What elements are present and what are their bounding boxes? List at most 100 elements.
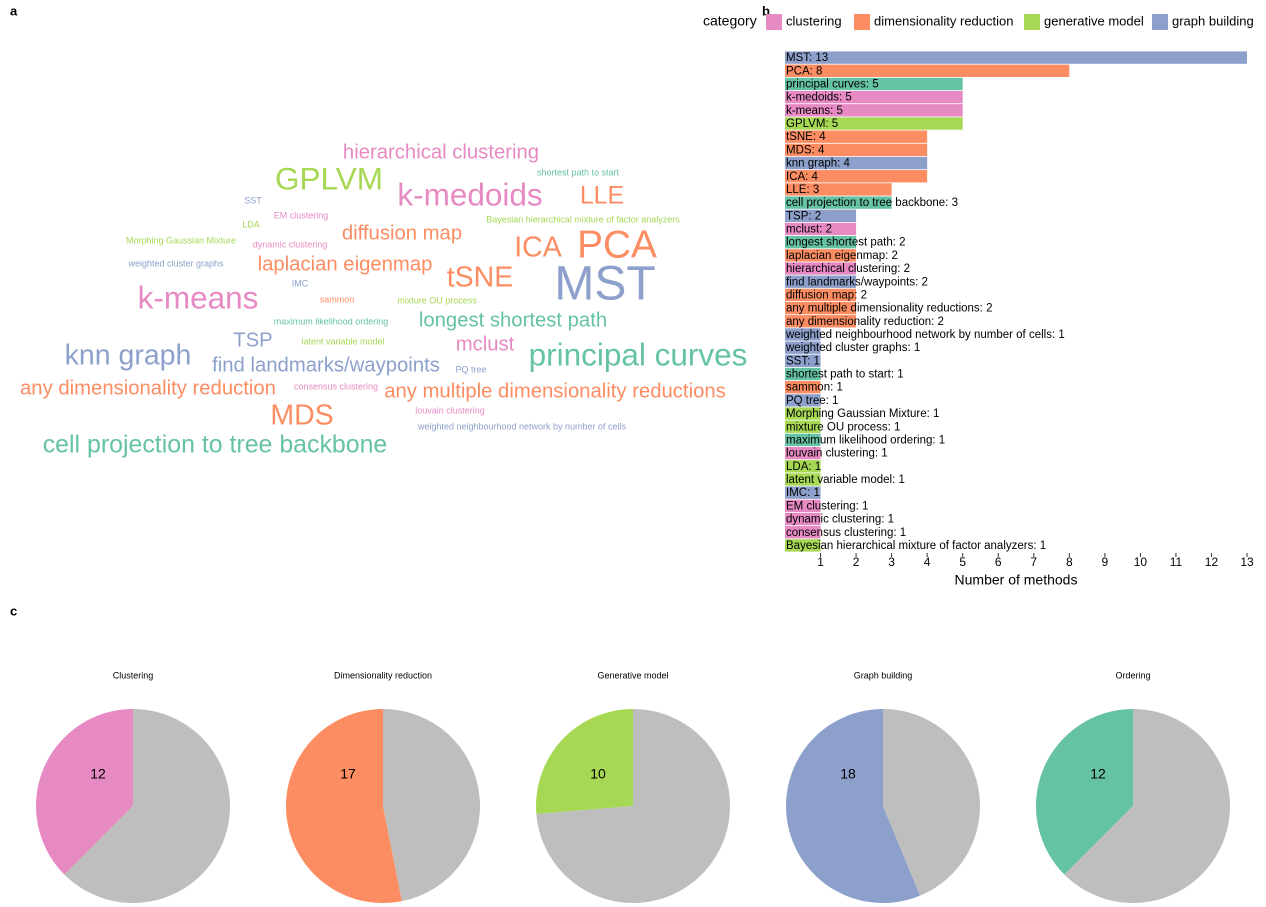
legend-label: dimensionality reduction: [874, 13, 1013, 28]
bar: [785, 249, 857, 262]
word: k-means: [138, 279, 259, 315]
bar-label: Bayesian hierarchical mixture of factor …: [786, 540, 1046, 552]
bar: [785, 170, 928, 183]
bar-label: find landmarks/waypoints: 2: [786, 276, 928, 288]
word: maximum likelihood ordering: [274, 316, 389, 326]
word: consensus clustering: [294, 381, 378, 391]
x-tick-label: 10: [1134, 555, 1148, 569]
word: MST: [554, 258, 655, 311]
bar-label: any multiple dimensionality reductions: …: [786, 303, 992, 315]
bar: [785, 526, 821, 539]
bar: [785, 341, 821, 354]
pie-slice: [35, 709, 133, 875]
bar: [785, 209, 857, 222]
bar-label: ICA: 4: [786, 171, 819, 183]
word: any multiple dimensionality reductions: [384, 380, 726, 402]
bar: [785, 183, 892, 196]
bar: [785, 275, 857, 288]
bar-label: LDA: 1: [786, 461, 821, 473]
bar: [785, 512, 821, 526]
bar: [785, 130, 928, 143]
bar-label: Morphing Gaussian Mixture: 1: [786, 408, 939, 420]
bar: [785, 90, 963, 104]
word: diffusion map: [342, 222, 462, 244]
x-tick-label: 11: [1170, 555, 1183, 569]
bar: [785, 196, 892, 209]
word: laplacian eigenmap: [258, 253, 433, 275]
word: principal curves: [529, 336, 748, 372]
bar-label: sammon: 1: [786, 382, 843, 394]
x-tick-label: 5: [959, 555, 966, 569]
word: sammon: [320, 294, 355, 304]
legend-title: category: [703, 13, 757, 29]
legend-label: clustering: [786, 13, 842, 28]
x-tick-label: 2: [853, 555, 860, 569]
bar: [785, 117, 963, 130]
bar-label: k-means: 5: [786, 105, 843, 117]
word: hierarchical clustering: [343, 141, 539, 163]
word: SST: [244, 195, 262, 205]
bar: [785, 420, 821, 433]
pie-title: Ordering: [1115, 670, 1150, 680]
word: Morphing Gaussian Mixture: [126, 235, 236, 245]
word: mixture OU process: [397, 295, 477, 305]
bar-label: longest shortest path: 2: [786, 237, 906, 249]
word: GPLVM: [275, 160, 383, 196]
word: find landmarks/waypoints: [212, 354, 440, 376]
word: longest shortest path: [419, 309, 607, 331]
bar: [785, 104, 963, 117]
legend-swatch: [766, 14, 782, 30]
pie-title: Generative model: [597, 670, 668, 680]
bar: [785, 354, 821, 368]
bar: [785, 301, 857, 315]
bar: [785, 235, 857, 249]
pie-label: 17: [340, 766, 356, 782]
bar-label: weighted neighbourhood network by number…: [785, 329, 1065, 341]
word: mclust: [456, 333, 515, 355]
bar-label: tSNE: 4: [786, 131, 826, 143]
bar: [785, 407, 821, 420]
word: tSNE: [447, 262, 514, 294]
panel-label: a: [10, 3, 18, 18]
bar: [785, 473, 821, 486]
pie-slice: [285, 709, 402, 904]
pie-title: Clustering: [113, 670, 154, 680]
bar-label: SST: 1: [786, 355, 820, 367]
word: LDA: [242, 219, 260, 229]
pie-slice: [786, 709, 921, 903]
panel-label: b: [762, 3, 770, 18]
bar-label: EM clustering: 1: [786, 500, 868, 512]
bar-label: mixture OU process: 1: [786, 421, 900, 433]
word: knn graph: [65, 340, 192, 372]
bar-label: laplacian eigenmap: 2: [786, 250, 898, 262]
bar-label: latent variable model: 1: [786, 474, 905, 486]
x-tick-label: 13: [1240, 555, 1254, 569]
bar-label: diffusion map: 2: [786, 289, 867, 301]
bar: [785, 222, 857, 236]
panel-label: c: [10, 603, 17, 618]
bar-label: shortest path to start: 1: [786, 369, 904, 381]
word: Bayesian hierarchical mixture of factor …: [486, 214, 680, 224]
word: weighted cluster graphs: [127, 258, 224, 268]
legend-swatch: [1152, 14, 1168, 30]
word: MDS: [270, 400, 333, 432]
word: weighted neighbourhood network by number…: [417, 421, 627, 431]
bar-label: mclust: 2: [786, 224, 832, 236]
bar-label: consensus clustering: 1: [786, 527, 906, 539]
bar: [785, 156, 928, 170]
bar-label: principal curves: 5: [786, 78, 879, 90]
bar-label: dynamic clustering: 1: [786, 514, 894, 526]
bar: [785, 262, 857, 275]
x-tick-label: 9: [1102, 555, 1109, 569]
word: IMC: [292, 278, 309, 288]
bar-label: louvain clustering: 1: [786, 448, 888, 460]
pie-slice: [383, 708, 480, 902]
bar-label: PQ tree: 1: [786, 395, 838, 407]
word: PQ tree: [455, 364, 486, 374]
pie-slice: [536, 709, 731, 903]
legend-swatch: [854, 14, 870, 30]
x-tick-label: 1: [817, 555, 824, 569]
bar: [785, 539, 821, 552]
word: EM clustering: [274, 210, 329, 220]
bar-label: hierarchical clustering: 2: [786, 263, 910, 275]
